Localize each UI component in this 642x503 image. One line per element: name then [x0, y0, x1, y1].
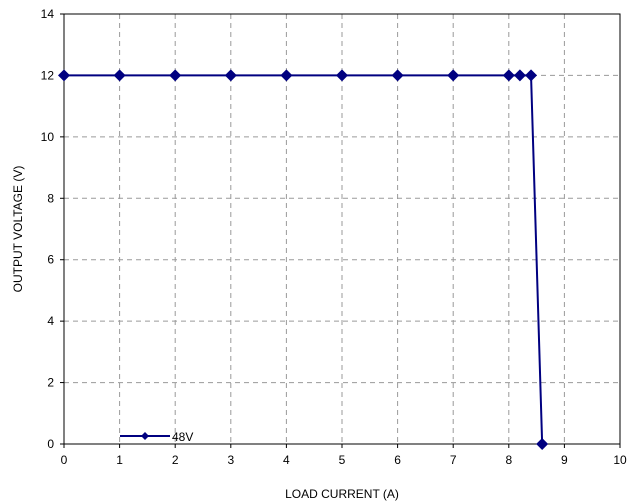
y-tick-label: 4	[47, 314, 54, 328]
data-point-marker	[336, 69, 348, 82]
y-tick-label: 14	[41, 7, 55, 21]
x-tick-label: 1	[116, 453, 123, 467]
y-tick-label: 0	[47, 437, 54, 451]
data-point-marker	[513, 69, 526, 82]
y-tick-label: 8	[47, 191, 54, 205]
x-tick-label: 2	[172, 453, 179, 467]
data-point-marker	[169, 69, 182, 82]
data-point-marker	[58, 69, 70, 82]
x-tick-label: 10	[613, 453, 627, 467]
y-tick-label: 12	[41, 68, 55, 82]
tick-marks	[60, 13, 621, 448]
data-point-marker	[502, 69, 515, 82]
data-point-marker	[224, 69, 237, 82]
x-tick-labels: 0 1 2 3 4 5 6 7 8 9 10	[61, 453, 627, 467]
y-tick-labels: 0 2 4 6 8 10 12 14	[41, 7, 55, 451]
legend-marker	[141, 432, 149, 440]
x-axis-title: LOAD CURRENT (A)	[285, 487, 399, 501]
x-tick-label: 4	[283, 453, 290, 467]
x-tick-label: 8	[505, 453, 512, 467]
data-point-marker	[280, 69, 293, 82]
y-tick-label: 2	[47, 376, 54, 390]
x-tick-label: 5	[339, 453, 346, 467]
series-layer	[58, 69, 549, 450]
x-tick-label: 0	[61, 453, 68, 467]
legend-label: 48V	[172, 430, 193, 444]
x-tick-label: 9	[561, 453, 568, 467]
data-point-marker	[391, 69, 404, 82]
x-tick-label: 6	[394, 453, 401, 467]
data-point-marker	[525, 69, 538, 82]
data-point-marker	[113, 69, 126, 82]
legend: 48V	[120, 430, 193, 444]
data-point-marker	[536, 438, 549, 450]
data-point-marker	[447, 69, 460, 82]
y-tick-label: 6	[47, 253, 54, 267]
y-axis-title: OUTPUT VOLTAGE (V)	[11, 166, 25, 293]
x-tick-label: 3	[227, 453, 234, 467]
y-tick-label: 10	[41, 130, 55, 144]
x-tick-label: 7	[450, 453, 457, 467]
